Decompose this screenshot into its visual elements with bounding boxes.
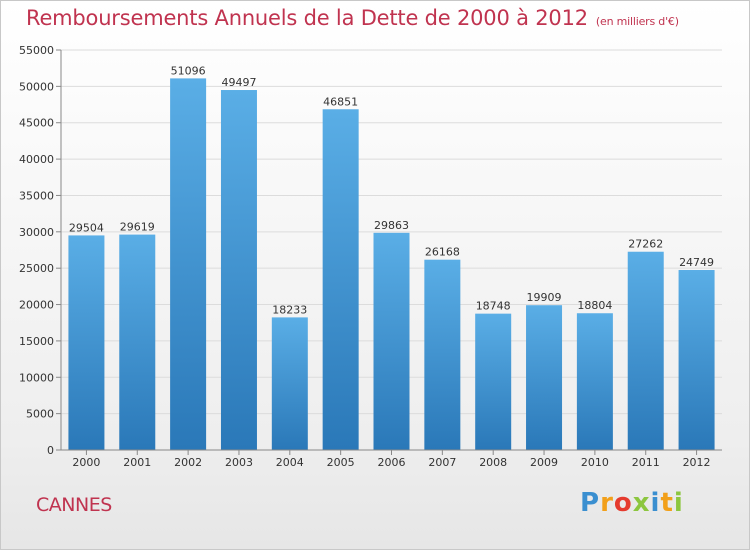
bars: 29504 29619 51096 49497 18233 46851 29863 26168… xyxy=(68,64,715,451)
proxiti-logo: Proxiti xyxy=(580,488,684,518)
x-tick-label-2010: 2010 xyxy=(581,456,609,469)
data-label-2009: 19909 xyxy=(527,291,562,304)
bar-2007 xyxy=(424,259,461,450)
bar-2003 xyxy=(220,90,257,450)
bar-2006 xyxy=(373,232,410,450)
x-tick-label-2005: 2005 xyxy=(327,456,355,469)
city-name: CANNES xyxy=(36,494,112,516)
x-tick-label-2003: 2003 xyxy=(225,456,253,469)
data-label-2002: 51096 xyxy=(171,64,206,77)
y-tick-label: 15000 xyxy=(19,335,54,348)
x-tick-label-2008: 2008 xyxy=(479,456,507,469)
y-tick-label: 40000 xyxy=(19,153,54,166)
bar-2010 xyxy=(576,313,613,450)
x-tick-label-2011: 2011 xyxy=(632,456,660,469)
x-tick-label-2000: 2000 xyxy=(72,456,100,469)
bar-2001 xyxy=(119,234,156,450)
data-label-2001: 29619 xyxy=(120,221,155,234)
y-tick-label: 50000 xyxy=(19,80,54,93)
data-label-2007: 26168 xyxy=(425,246,460,259)
data-label-2005: 46851 xyxy=(323,95,358,108)
y-tick-label: 5000 xyxy=(26,408,54,421)
bar-2012 xyxy=(678,270,715,450)
chart-title: Remboursements Annuels de la Dette de 20… xyxy=(26,6,679,30)
data-label-2003: 49497 xyxy=(221,76,256,89)
data-label-2012: 24749 xyxy=(679,256,714,269)
y-tick-label: 20000 xyxy=(19,299,54,312)
chart-title-text: Remboursements Annuels de la Dette de 20… xyxy=(26,6,588,30)
y-tick-label: 10000 xyxy=(19,371,54,384)
x-tick-label-2001: 2001 xyxy=(123,456,151,469)
y-axis-ticks: 0 5000 10000 15000 20000 25000 30000 35000 40000… xyxy=(19,44,61,457)
data-label-2011: 27262 xyxy=(628,238,663,251)
bar-2002 xyxy=(170,78,207,450)
data-label-2004: 18233 xyxy=(272,303,307,316)
y-tick-label: 45000 xyxy=(19,117,54,130)
y-tick-label: 0 xyxy=(47,444,54,457)
bar-2000 xyxy=(68,235,105,450)
data-label-2000: 29504 xyxy=(69,221,104,234)
bar-2004 xyxy=(271,317,308,450)
data-label-2006: 29863 xyxy=(374,219,409,232)
y-tick-label: 35000 xyxy=(19,189,54,202)
data-label-2008: 18748 xyxy=(476,300,511,313)
bar-2005 xyxy=(322,109,359,451)
y-tick-label: 30000 xyxy=(19,226,54,239)
y-tick-label: 55000 xyxy=(19,44,54,57)
x-tick-label-2012: 2012 xyxy=(683,456,711,469)
chart-subtitle: (en milliers d'€) xyxy=(595,15,679,28)
x-tick-label-2006: 2006 xyxy=(378,456,406,469)
x-axis-ticks: 2000 2001 2002 2003 2004 2005 2006 2007 2008 2009… xyxy=(72,450,711,469)
x-tick-label-2004: 2004 xyxy=(276,456,304,469)
y-tick-label: 25000 xyxy=(19,262,54,275)
x-tick-label-2007: 2007 xyxy=(428,456,456,469)
x-tick-label-2002: 2002 xyxy=(174,456,202,469)
data-label-2010: 18804 xyxy=(577,299,612,312)
x-tick-label-2009: 2009 xyxy=(530,456,558,469)
bar-2009 xyxy=(526,305,563,450)
bar-2011 xyxy=(627,251,664,450)
bar-2008 xyxy=(475,313,512,450)
